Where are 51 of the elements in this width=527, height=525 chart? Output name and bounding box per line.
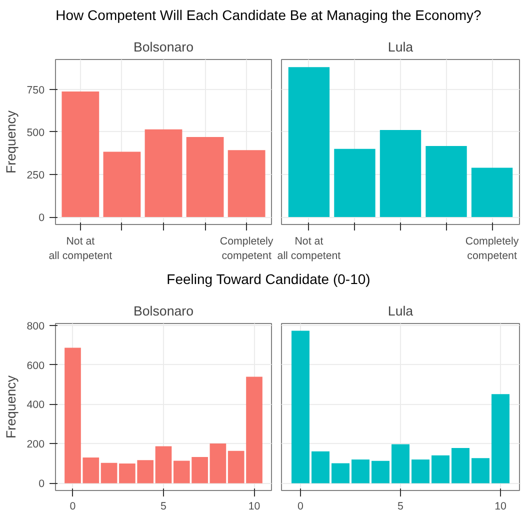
bar — [100, 462, 118, 484]
y-tick-label: 600 — [26, 360, 45, 372]
bar — [312, 451, 330, 484]
bar — [210, 444, 226, 484]
bar — [292, 330, 310, 484]
bar — [471, 168, 513, 218]
y-tick-label: 250 — [26, 169, 45, 182]
bar — [103, 152, 141, 218]
chart-subtitle: Bolsonaro — [133, 40, 194, 54]
chart-title: How Competent Will Each Candidate Be at Managing the Economy? — [56, 6, 482, 25]
bar — [62, 92, 100, 218]
chart-title: Feeling Toward Candidate (0-10) — [166, 270, 370, 289]
y-axis-title: Frequency — [4, 110, 19, 174]
bar — [334, 148, 376, 218]
y-tick-label: 750 — [26, 84, 45, 96]
y-tick-label: 800 — [26, 320, 45, 332]
x-tick-label: 5 — [398, 500, 404, 512]
bar — [452, 448, 470, 484]
x-tick-label: 5 — [160, 500, 167, 512]
chart-subtitle: Lula — [388, 40, 414, 54]
x-tick-label: 0 — [298, 500, 304, 512]
bar — [144, 129, 182, 218]
x-tick-label: Completely competent — [465, 236, 520, 262]
x-tick-label: 10 — [494, 500, 506, 512]
bar — [492, 394, 510, 484]
bar — [412, 460, 430, 484]
bar — [288, 67, 330, 218]
x-tick-label: Not at all competent — [277, 236, 341, 262]
bar — [332, 463, 350, 484]
x-tick-label: Not at all competent — [48, 236, 112, 262]
y-tick-label: 0 — [38, 478, 45, 490]
y-tick-label: 200 — [26, 438, 45, 451]
y-tick-label: 0 — [38, 212, 45, 224]
bar — [426, 146, 467, 218]
bar — [380, 130, 422, 218]
bar — [372, 460, 390, 484]
bar — [352, 460, 370, 484]
y-tick-label: 500 — [26, 126, 45, 139]
x-tick-label: 10 — [248, 500, 260, 512]
bar — [228, 150, 266, 218]
x-tick-label: 0 — [70, 500, 76, 512]
y-tick-label: 400 — [26, 399, 45, 412]
chart-subtitle: Bolsonaro — [133, 304, 194, 318]
y-axis-title: Frequency — [4, 375, 19, 438]
bar — [432, 455, 450, 484]
x-tick-label: Completely competent — [220, 236, 274, 262]
bar — [472, 458, 490, 484]
bar — [392, 444, 410, 484]
chart-subtitle: Lula — [388, 304, 414, 318]
bar — [186, 136, 224, 218]
bar — [155, 446, 172, 484]
